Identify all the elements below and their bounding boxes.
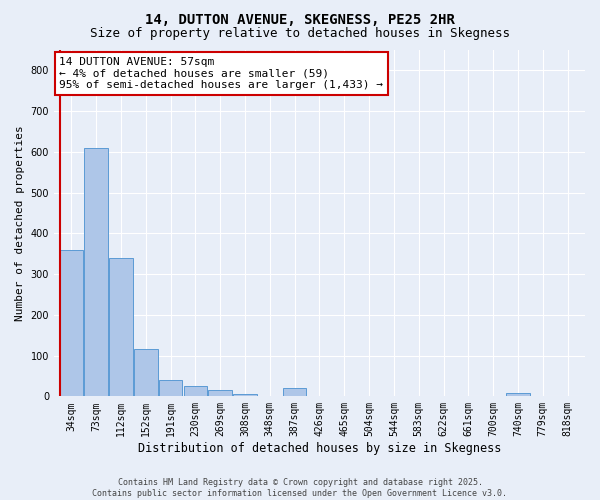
Bar — [184, 386, 207, 396]
Bar — [134, 350, 158, 397]
Bar — [208, 390, 232, 396]
Y-axis label: Number of detached properties: Number of detached properties — [15, 126, 25, 321]
Bar — [233, 394, 257, 396]
Bar — [506, 393, 530, 396]
Bar — [59, 250, 83, 396]
Bar — [109, 258, 133, 396]
Text: Contains HM Land Registry data © Crown copyright and database right 2025.
Contai: Contains HM Land Registry data © Crown c… — [92, 478, 508, 498]
Text: 14, DUTTON AVENUE, SKEGNESS, PE25 2HR: 14, DUTTON AVENUE, SKEGNESS, PE25 2HR — [145, 12, 455, 26]
Text: 14 DUTTON AVENUE: 57sqm
← 4% of detached houses are smaller (59)
95% of semi-det: 14 DUTTON AVENUE: 57sqm ← 4% of detached… — [59, 57, 383, 90]
Bar — [283, 388, 307, 396]
X-axis label: Distribution of detached houses by size in Skegness: Distribution of detached houses by size … — [138, 442, 501, 455]
Bar — [85, 148, 108, 396]
Bar — [159, 380, 182, 396]
Text: Size of property relative to detached houses in Skegness: Size of property relative to detached ho… — [90, 28, 510, 40]
